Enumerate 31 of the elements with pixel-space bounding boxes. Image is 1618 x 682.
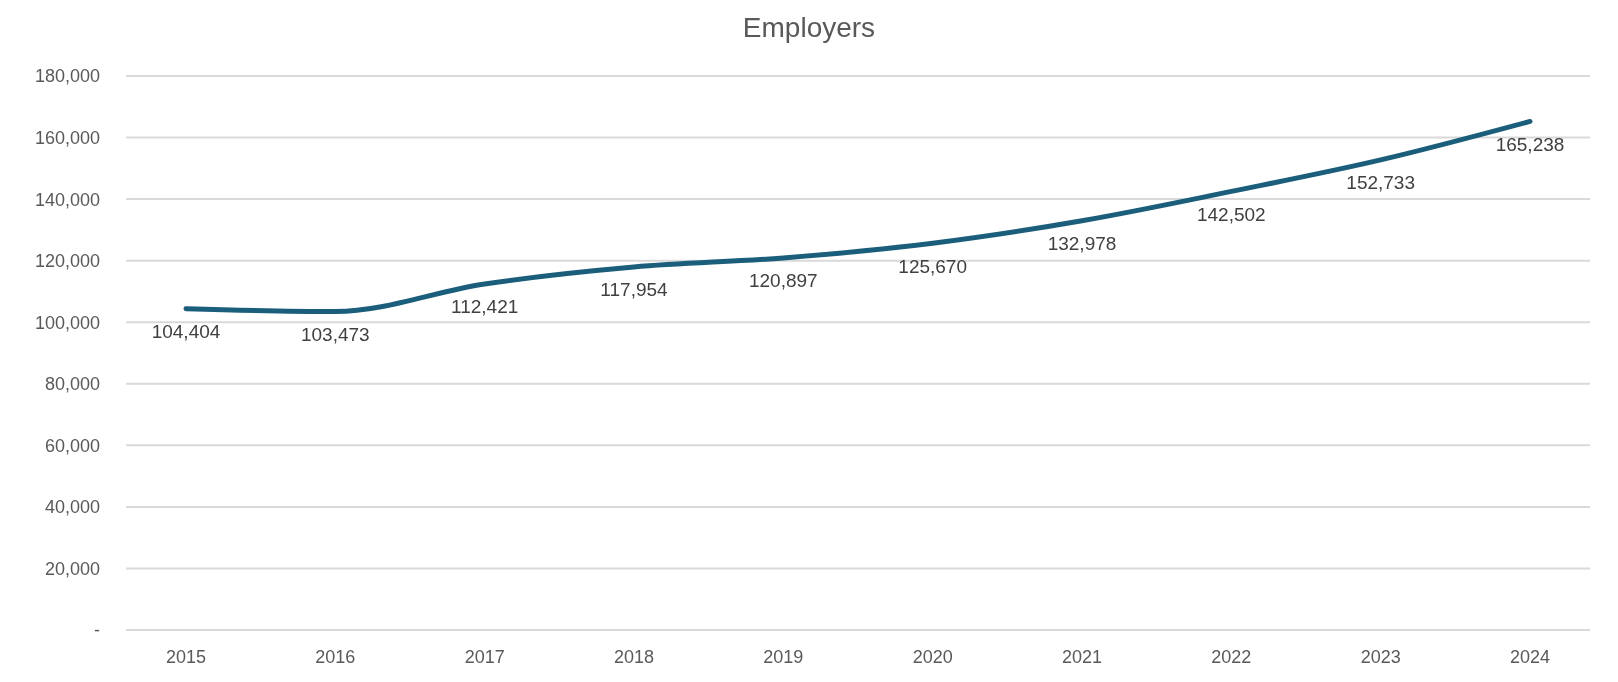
y-tick-label: 120,000 [34, 251, 100, 272]
data-label: 142,502 [1196, 203, 1266, 225]
data-label: 104,404 [151, 321, 221, 343]
x-tick-label: 2017 [464, 646, 505, 667]
x-tick-label: 2018 [613, 646, 655, 667]
x-tick-label: 2024 [1509, 646, 1551, 667]
x-tick-label: 2021 [1061, 646, 1103, 667]
y-tick-label: 100,000 [34, 312, 100, 333]
y-tick-label: 140,000 [34, 189, 100, 210]
y-tick-label: 60,000 [44, 435, 100, 456]
y-tick-label: - [94, 620, 100, 641]
x-tick-label: 2022 [1211, 646, 1252, 667]
data-label: 152,733 [1346, 172, 1416, 194]
data-label: 165,238 [1495, 133, 1565, 155]
y-tick-label: 20,000 [44, 558, 100, 579]
data-label: 103,473 [300, 324, 370, 346]
x-tick-label: 2016 [315, 646, 356, 667]
x-tick-label: 2023 [1360, 646, 1401, 667]
x-tick-label: 2019 [763, 646, 804, 667]
x-tick-label: 2020 [912, 646, 953, 667]
data-label: 117,954 [600, 279, 669, 301]
chart-title: Employers [741, 11, 877, 45]
data-label: 132,978 [1047, 233, 1117, 255]
y-tick-label: 180,000 [34, 66, 100, 87]
x-tick-label: 2015 [165, 646, 207, 667]
y-tick-label: 80,000 [44, 374, 100, 395]
y-tick-label: 40,000 [44, 497, 100, 518]
y-tick-label: 160,000 [34, 127, 100, 148]
data-label: 112,421 [451, 296, 519, 318]
data-label: 125,670 [898, 255, 968, 277]
data-label: 120,897 [748, 270, 818, 292]
